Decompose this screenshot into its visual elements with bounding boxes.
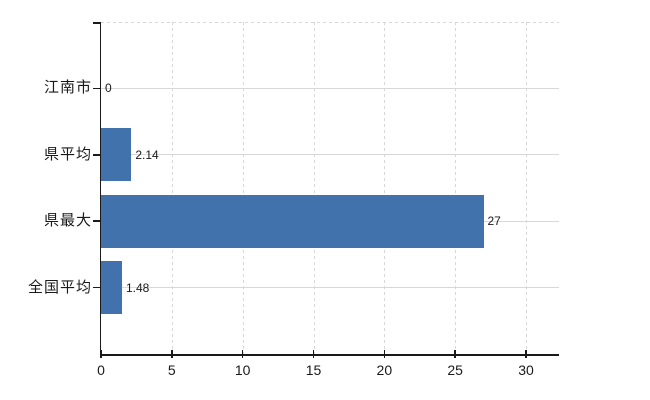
row-grid-line — [101, 287, 559, 289]
x-tick-label: 10 — [234, 362, 251, 378]
x-grid-line — [242, 22, 244, 354]
top-grid-line — [101, 22, 559, 23]
bar — [101, 261, 122, 315]
x-tick-label: 30 — [518, 362, 534, 378]
x-tick-label: 15 — [305, 362, 322, 378]
category-label: 県平均 — [43, 145, 92, 163]
bar-value-label: 1.48 — [125, 280, 150, 295]
x-grid-line — [526, 22, 527, 354]
category-label: 江南市 — [43, 79, 92, 97]
row-grid-line — [101, 87, 559, 89]
y-tick-mark — [93, 22, 101, 24]
x-tick-label: 5 — [167, 362, 176, 378]
x-grid-line — [171, 22, 173, 354]
x-tick-label: 20 — [376, 362, 393, 378]
x-axis-line — [99, 354, 559, 356]
bar-value-label: 2.14 — [135, 147, 159, 162]
y-tick-mark — [93, 87, 101, 90]
category-label: 全国平均 — [27, 278, 92, 296]
y-tick-mark — [93, 220, 101, 222]
x-grid-line — [455, 22, 457, 354]
y-axis-line — [99, 22, 101, 358]
x-grid-line — [384, 22, 386, 354]
row-grid-line — [101, 154, 559, 156]
bar — [101, 194, 484, 248]
y-tick-mark — [93, 154, 101, 156]
category-label: 県最大 — [43, 212, 92, 230]
x-grid-line — [313, 22, 315, 354]
bar — [101, 128, 132, 182]
y-tick-mark — [93, 286, 101, 289]
bar-value-label: 0 — [105, 81, 112, 96]
bar-value-label: 27 — [487, 214, 501, 229]
x-tick-label: 0 — [97, 362, 105, 378]
x-tick-label: 25 — [447, 362, 463, 378]
